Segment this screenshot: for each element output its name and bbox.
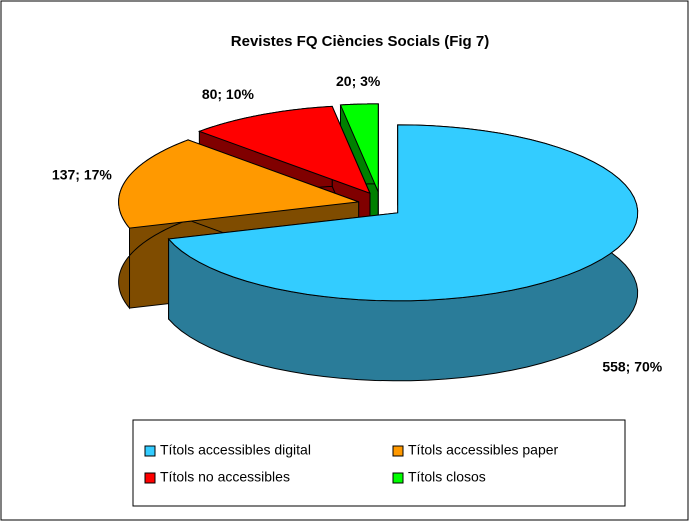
value-label: 80; 10% — [202, 86, 255, 102]
slice-top — [167, 124, 639, 302]
value-label: 558; 70% — [602, 359, 662, 375]
legend-swatch — [144, 472, 156, 484]
legend-swatch — [392, 472, 404, 484]
slice-top — [339, 103, 379, 193]
value-label: 20; 3% — [336, 73, 381, 89]
legend: Títols accessibles digital Títols accessi… — [144, 442, 559, 485]
pie: 20; 3% 80; 10% 137; 17% 558; 70% — [52, 73, 663, 382]
legend-swatch — [144, 445, 156, 457]
legend-label: Títols accessibles digital — [160, 442, 311, 458]
chart-title: Revistes FQ Ciències Socials (Fig 7) — [231, 33, 489, 50]
slice-top — [118, 139, 359, 229]
slice-top — [197, 105, 371, 195]
legend-label: Títols no accessibles — [160, 469, 290, 485]
value-label: 137; 17% — [52, 167, 112, 183]
slice — [167, 124, 639, 382]
legend-swatch — [392, 445, 404, 457]
legend-label: Títols closos — [408, 469, 486, 485]
legend-box — [132, 419, 626, 507]
legend-label: Títols accessibles paper — [408, 442, 559, 458]
